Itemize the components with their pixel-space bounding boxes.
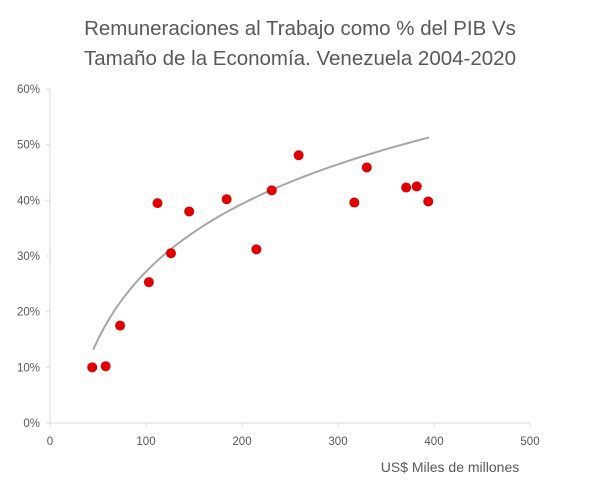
data-point <box>100 361 111 372</box>
x-axis-title: US$ Miles de millones <box>381 459 520 475</box>
y-tick-label: 10% <box>17 362 40 374</box>
data-point <box>87 362 98 373</box>
chart-title-line-2: Tamaño de la Economía. Venezuela 2004-20… <box>84 47 516 70</box>
chart-title: Remuneraciones al Trabajo como % del PIB… <box>0 14 600 74</box>
trendline <box>92 136 430 351</box>
y-tick-label: 0% <box>23 418 40 430</box>
x-tick-label: 400 <box>424 436 443 448</box>
x-tick-label: 500 <box>520 436 539 448</box>
data-point <box>251 244 262 255</box>
y-tick-label: 50% <box>17 140 40 152</box>
axes: 0% 10% 20% 30% 40% 50% 60% 0 100 200 300 400 500 <box>17 84 540 448</box>
data-point <box>349 197 360 208</box>
data-point <box>143 277 154 288</box>
trendline-group <box>92 136 430 351</box>
data-point <box>115 320 126 331</box>
data-point <box>266 185 277 196</box>
data-points <box>87 150 434 373</box>
data-point <box>184 206 195 217</box>
data-point <box>423 196 434 207</box>
y-tick-label: 40% <box>17 195 40 207</box>
x-tick-label: 100 <box>136 436 155 448</box>
data-point <box>401 182 412 193</box>
y-tick-label: 60% <box>17 84 40 96</box>
data-point <box>411 181 422 192</box>
y-tick-label: 20% <box>17 307 40 319</box>
data-point <box>361 162 372 173</box>
data-point <box>165 248 176 259</box>
data-point <box>293 150 304 161</box>
x-tick-label: 300 <box>328 436 347 448</box>
y-tick-label: 30% <box>17 251 40 263</box>
data-point <box>221 194 232 205</box>
x-tick-label: 200 <box>232 436 251 448</box>
data-point <box>152 198 163 209</box>
x-tick-label: 0 <box>47 436 53 448</box>
chart-title-line-1: Remuneraciones al Trabajo como % del PIB… <box>84 17 516 40</box>
